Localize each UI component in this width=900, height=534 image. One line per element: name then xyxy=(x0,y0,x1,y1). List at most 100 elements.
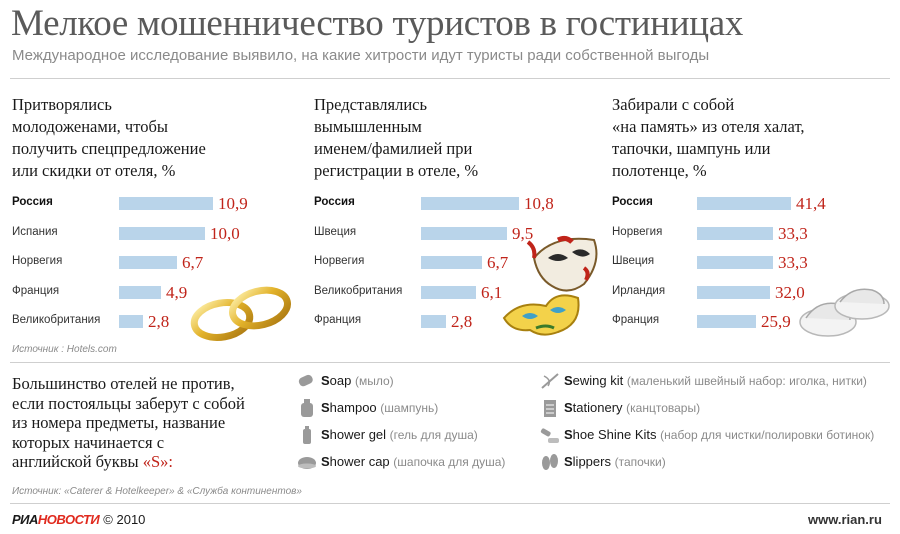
bar xyxy=(119,197,213,210)
bar xyxy=(421,286,476,299)
chart-1-title-line: получить спецпредложение xyxy=(12,139,206,158)
description-line: английской буквы «S»: xyxy=(12,452,282,472)
chart-2-title-line: вымышленным xyxy=(314,117,422,136)
category-label: Ирландия xyxy=(612,285,666,297)
chart-3-title: Забирали с собой «на память» из отеля ха… xyxy=(612,94,805,182)
value-label: 9,5 xyxy=(512,224,534,243)
s-items-description: Большинство отелей не против, если посто… xyxy=(12,374,282,472)
bar-row: Норвегия 6,7 xyxy=(12,253,302,272)
item-first-letter: S xyxy=(321,454,330,469)
chart-1: Россия 10,9 Испания 10,0 Норвегия 6,7 Франция 4… xyxy=(12,194,302,334)
item-translation: (тапочки) xyxy=(614,455,666,469)
shower-cap-icon xyxy=(298,457,316,469)
shampoo-icon xyxy=(301,399,313,417)
item-translation: (гель для душа) xyxy=(389,428,478,442)
shower-gel-icon xyxy=(303,426,311,444)
value-label: 25,9 xyxy=(761,312,791,331)
chart-1-title-line: или скидки от отеля, % xyxy=(12,161,176,180)
category-label: Швеция xyxy=(612,255,655,267)
letter-s: «S»: xyxy=(142,452,173,471)
bar xyxy=(421,315,446,328)
item-first-letter: S xyxy=(321,400,330,415)
item-first-letter: S xyxy=(564,454,573,469)
category-label: Россия xyxy=(314,196,355,208)
description-line: если постояльцы заберут с собой xyxy=(12,393,245,413)
value-label: 32,0 xyxy=(775,283,805,302)
ria-novosti-logo: РИАНОВОСТИ © 2010 xyxy=(12,512,145,527)
item-name: lippers xyxy=(572,454,611,469)
logo-part-novosti: НОВОСТИ xyxy=(37,512,100,527)
sewing-kit-icon xyxy=(541,373,559,389)
value-label: 10,8 xyxy=(524,194,554,213)
bar-row: Норвегия 33,3 xyxy=(612,224,900,243)
value-label: 33,3 xyxy=(778,253,808,272)
value-label: 10,9 xyxy=(218,194,248,213)
bar-row: Великобритания 6,1 xyxy=(314,283,604,302)
item-first-letter: S xyxy=(564,427,573,442)
slippers-illustration-icon xyxy=(799,288,890,337)
item-translation: (маленький швейный набор: иголка, нитки) xyxy=(626,374,867,388)
item-translation: (набор для чистки/полировки ботинок) xyxy=(660,428,875,442)
value-label: 6,1 xyxy=(481,283,503,302)
chart-1-title: Притворялись молодоженами, чтобы получит… xyxy=(12,94,206,182)
soap-icon xyxy=(298,374,313,387)
bar-row: Швеция 9,5 xyxy=(314,224,604,243)
item-name: hampoo xyxy=(329,400,377,415)
item-name: hower gel xyxy=(329,427,387,442)
bar-row: Россия 10,9 xyxy=(12,194,302,213)
bar-row: Франция 25,9 xyxy=(612,312,900,331)
chart-3: Россия 41,4 Норвегия 33,3 Швеция 33,3 Ирландия… xyxy=(612,194,900,334)
middle-divider xyxy=(10,362,890,363)
carnival-masks-icon xyxy=(502,235,598,336)
chart-2: Россия 10,8 Швеция 9,5 Норвегия 6,7 Великобрит… xyxy=(314,194,604,334)
bar xyxy=(421,256,482,269)
bar-row: Испания 10,0 xyxy=(12,224,302,243)
item-name: hower cap xyxy=(329,454,390,469)
item-name: oap xyxy=(329,373,352,388)
chart-2-title-line: Представлялись xyxy=(314,95,428,114)
category-label: Великобритания xyxy=(314,285,403,297)
category-label: Норвегия xyxy=(314,255,365,267)
slippers-icon xyxy=(542,454,558,470)
item-name: ewing kit xyxy=(572,373,624,388)
chart-1-title-line: молодоженами, чтобы xyxy=(12,117,168,136)
value-label: 33,3 xyxy=(778,224,808,243)
chart-3-title-line: полотенце, % xyxy=(612,161,707,180)
item-first-letter: S xyxy=(564,373,573,388)
item-first-letter: S xyxy=(564,400,573,415)
chart-3-title-line: Забирали с собой xyxy=(612,95,735,114)
page-title: Мелкое мошенничество туристов в гостиниц… xyxy=(11,3,744,44)
chart-2-title-line: именем/фамилией при xyxy=(314,139,473,158)
page-subtitle: Международное исследование выявило, на к… xyxy=(12,47,710,64)
item-translation: (шампунь) xyxy=(380,401,439,415)
bar-row: Швеция 33,3 xyxy=(612,253,900,272)
bar xyxy=(697,227,773,240)
value-label: 2,8 xyxy=(451,312,473,331)
bar xyxy=(697,197,791,210)
item-first-letter: S xyxy=(321,427,330,442)
category-label: Россия xyxy=(612,196,653,208)
item-name: hoe Shine Kits xyxy=(572,427,657,442)
shoe-shine-icon xyxy=(540,428,559,443)
bar xyxy=(119,315,143,328)
bar-row: Франция 4,9 xyxy=(12,283,302,302)
bar xyxy=(421,197,519,210)
category-label: Россия xyxy=(12,196,53,208)
category-label: Норвегия xyxy=(612,226,663,238)
category-label: Норвегия xyxy=(12,255,63,267)
site-link[interactable]: www.rian.ru xyxy=(808,512,882,527)
source-caterer: Источник: «Caterer & Hotelkeeper» & «Слу… xyxy=(12,486,302,497)
value-label: 6,7 xyxy=(182,253,204,272)
category-label: Франция xyxy=(314,314,362,326)
bar xyxy=(119,227,205,240)
bar-row: Великобритания 2,8 xyxy=(12,312,302,331)
value-label: 6,7 xyxy=(487,253,509,272)
wedding-rings-icon xyxy=(190,286,291,341)
item-translation: (шапочка для душа) xyxy=(393,455,506,469)
logo-part-ria: РИА xyxy=(12,512,38,527)
category-label: Франция xyxy=(12,285,60,297)
bar-row: Норвегия 6,7 xyxy=(314,253,604,272)
chart-2-title-line: регистрации в отеле, % xyxy=(314,161,479,180)
bar-row: Россия 41,4 xyxy=(612,194,900,213)
copyright: © 2010 xyxy=(103,512,146,527)
